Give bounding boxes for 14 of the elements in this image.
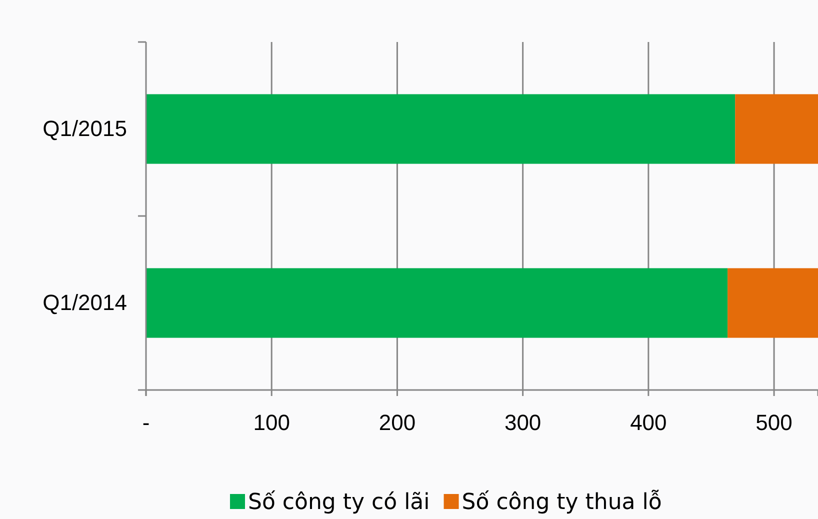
x-tick-label: 200 — [378, 410, 416, 435]
y-tick-label: Q1/2014 — [42, 290, 127, 316]
legend-label: Số công ty thua lỗ — [462, 489, 662, 515]
x-tick-label: 300 — [504, 410, 542, 435]
x-tick-label: 400 — [630, 410, 667, 435]
x-tick-label: 100 — [253, 410, 290, 435]
bar — [728, 268, 818, 338]
bar — [146, 268, 728, 338]
y-tick-label: Q1/2015 — [42, 116, 127, 142]
bar — [735, 94, 818, 164]
x-tick-label: - — [142, 410, 150, 435]
bar — [146, 94, 736, 164]
legend-label: Số công ty có lãi — [248, 490, 430, 515]
x-tick-label: 500 — [756, 410, 792, 435]
